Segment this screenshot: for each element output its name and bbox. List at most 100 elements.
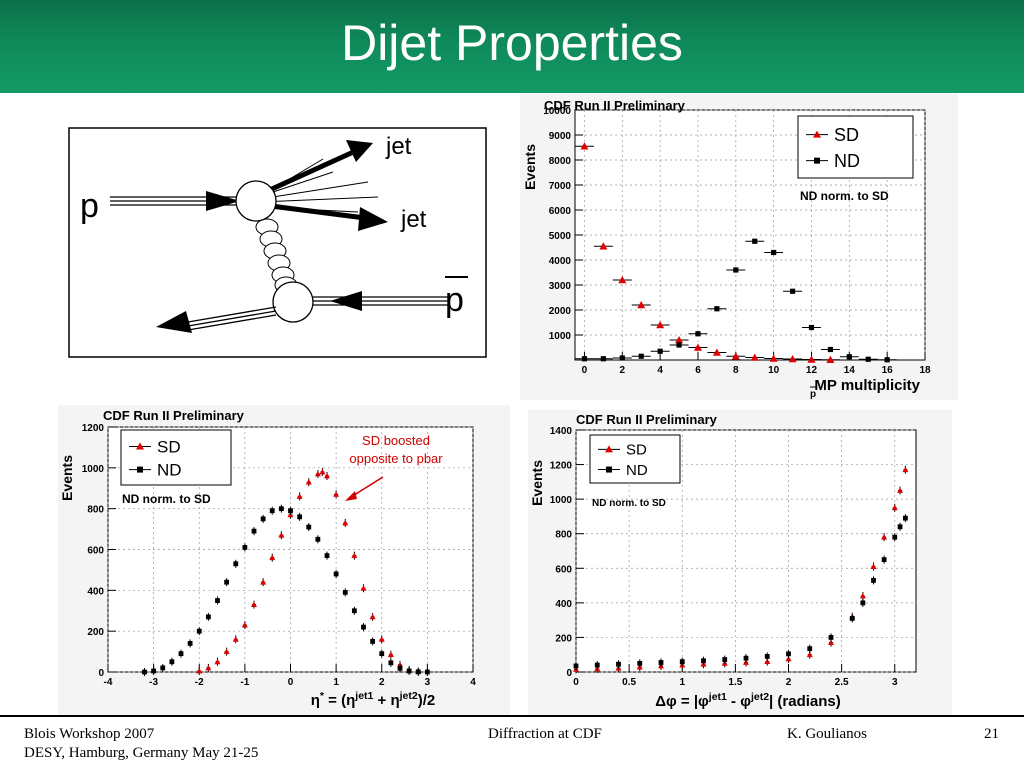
data-point-nd [251,528,257,534]
data-point-nd [827,346,834,353]
x-tick-label: 2 [379,677,385,688]
data-point-nd [786,651,791,657]
y-axis-label: Events [59,455,75,501]
data-point-sd [319,468,326,475]
y-tick-label: 3000 [549,281,572,292]
legend-marker-sd [136,442,144,450]
legend-box [589,434,681,484]
data-point-nd [415,669,421,675]
chart-title: CDF Run II Preliminary [576,412,718,427]
legend-label-nd: ND [834,151,860,171]
data-point-sd [378,636,385,642]
legend-marker-sd [813,130,821,138]
series-nd [142,504,430,676]
y-tick-label: 1200 [82,423,105,434]
data-point-nd [828,635,834,640]
x-tick-label: 3 [892,677,898,688]
x-tick-label: 8 [733,365,739,376]
data-point-nd [846,354,852,360]
data-point-nd [701,658,706,664]
y-axis-label: Events [522,144,538,190]
data-point-sd [618,276,627,284]
data-point-nd [351,608,357,614]
data-point-sd [305,479,312,485]
data-point-sd [806,651,813,658]
data-point-sd [637,301,646,309]
legend-marker-nd [606,466,612,473]
data-point-nd [881,557,887,563]
data-point-sd [260,579,267,585]
data-point-nd [638,353,644,359]
x-tick-label: -1 [240,677,249,688]
data-point-sd [902,466,909,473]
data-point-nd [695,331,701,337]
x-tick-label: 1 [333,677,339,688]
x-axis-label: η* = (ηjet1 + ηjet2)/2 [311,690,436,709]
delta-phi-chart-panel: 0 0.5 1 1.5 2 2.5 3 0 200 400 600 800 1000 1200 1400 CD… [528,410,952,715]
data-point-sd [788,355,797,363]
x-tick-label: 1.5 [728,677,742,688]
x-tick-label: 14 [844,365,856,376]
data-point-nd [902,515,908,521]
data-point-sd [232,636,239,642]
data-point-nd [406,668,412,674]
y-tick-label: 0 [98,668,104,679]
data-point-nd [187,641,193,646]
legend-marker-nd [814,157,820,164]
y-tick-label: 8000 [549,156,572,167]
data-point-nd [807,646,813,652]
data-point-sd [351,552,358,559]
y-tick-label: 0 [566,668,572,679]
data-point-sd [712,348,721,356]
y-tick-label: 400 [87,586,104,597]
series-sd [575,142,840,363]
norm-annotation: ND norm. to SD [800,189,889,203]
data-point-nd [315,536,321,542]
data-point-nd [388,660,394,666]
data-point-nd [233,561,239,567]
data-point-nd [871,577,876,583]
data-point-sd [859,592,866,599]
x-tick-label: 12 [806,365,818,376]
data-point-nd [594,662,600,668]
data-point-sd [241,622,248,628]
jet-label-lower: jet [400,206,427,233]
x-tick-label: 0.5 [622,677,636,688]
data-point-nd [573,663,579,669]
data-point-nd [333,571,339,577]
x-axis-label: Δφ = |φjet1 - φjet2| (radians) [655,691,841,710]
legend-box [797,115,914,179]
eta-star-chart-panel: -4 -3 -2 -1 0 1 2 3 4 0 200 400 600 800 1000 1200 CDF Ru… [58,405,510,715]
data-point-nd [884,357,890,363]
data-point-sd [333,491,340,497]
data-point-nd [619,355,625,361]
data-point-nd [205,614,211,620]
data-point-nd [196,628,202,634]
y-tick-label: 800 [555,530,572,541]
footer-author: K. Goulianos [787,726,867,742]
data-point-nd [215,598,220,603]
data-point-nd [260,516,266,522]
y-tick-label: 9000 [549,131,572,142]
y-tick-label: 800 [87,505,104,516]
legend-box [120,429,232,486]
data-point-sd [269,554,276,561]
antiproton-label: p [445,281,464,319]
data-point-sd [342,519,349,526]
legend-label-nd: ND [157,461,182,480]
data-point-sd [205,664,212,671]
data-point-nd [379,651,385,657]
y-tick-label: 5000 [549,231,572,242]
data-point-nd [722,657,728,662]
delta-phi-chart: 0 0.5 1 1.5 2 2.5 3 0 200 400 600 800 1000 1200 1400CD… [529,412,917,710]
data-point-sd [580,142,589,150]
data-point-nd [142,669,147,675]
data-point-nd [306,524,312,530]
data-point-nd [892,534,898,540]
legend-label-sd: SD [157,437,181,456]
x-axis-label: MP multiplicity [814,377,920,394]
legend-label-sd: SD [834,125,859,145]
data-point-nd [658,660,664,665]
data-point-nd [581,356,588,362]
